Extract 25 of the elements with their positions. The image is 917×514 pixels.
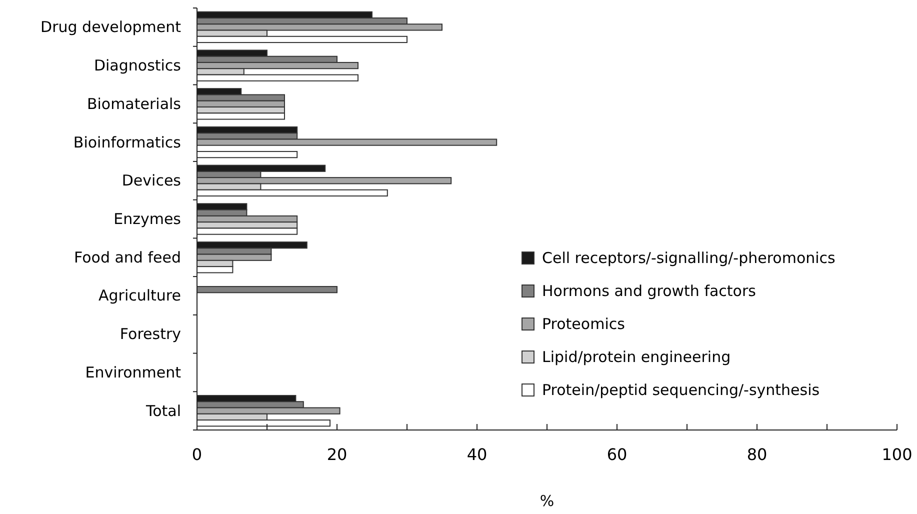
x-tick-label: 0 xyxy=(192,445,202,464)
legend-label: Hormons and growth factors xyxy=(542,282,756,300)
x-tick-label: 40 xyxy=(466,445,488,464)
y-tick-label: Enzymes xyxy=(114,210,182,228)
x-tick-label: 20 xyxy=(326,445,348,464)
y-tick-label: Forestry xyxy=(120,325,182,344)
y-tick-label: Biomaterials xyxy=(86,94,182,113)
legend-label: Lipid/protein engineering xyxy=(542,348,731,366)
y-tick-label: Total xyxy=(144,402,181,420)
y-tick-label: Environment xyxy=(85,363,182,382)
x-tick-label: 80 xyxy=(746,445,768,464)
y-tick-label: Food and feed xyxy=(74,248,181,266)
x-axis-title: % xyxy=(540,492,554,510)
bar xyxy=(196,150,298,158)
y-tick-label: Devices xyxy=(122,172,182,190)
legend-label: Cell receptors/-signalling/-pheromonics xyxy=(542,249,836,267)
y-tick-label: Diagnostics xyxy=(94,56,182,75)
y-tick-label: Drug development xyxy=(40,18,182,36)
legend-label: Proteomics xyxy=(542,315,626,333)
x-tick-label: 100 xyxy=(882,445,912,464)
bar xyxy=(196,286,338,294)
y-tick-label: Bioinformatics xyxy=(73,133,182,152)
y-tick-label: Agriculture xyxy=(98,286,181,305)
x-tick-label: 60 xyxy=(606,445,628,464)
legend-label: Protein/peptid sequencing/-synthesis xyxy=(542,381,820,399)
